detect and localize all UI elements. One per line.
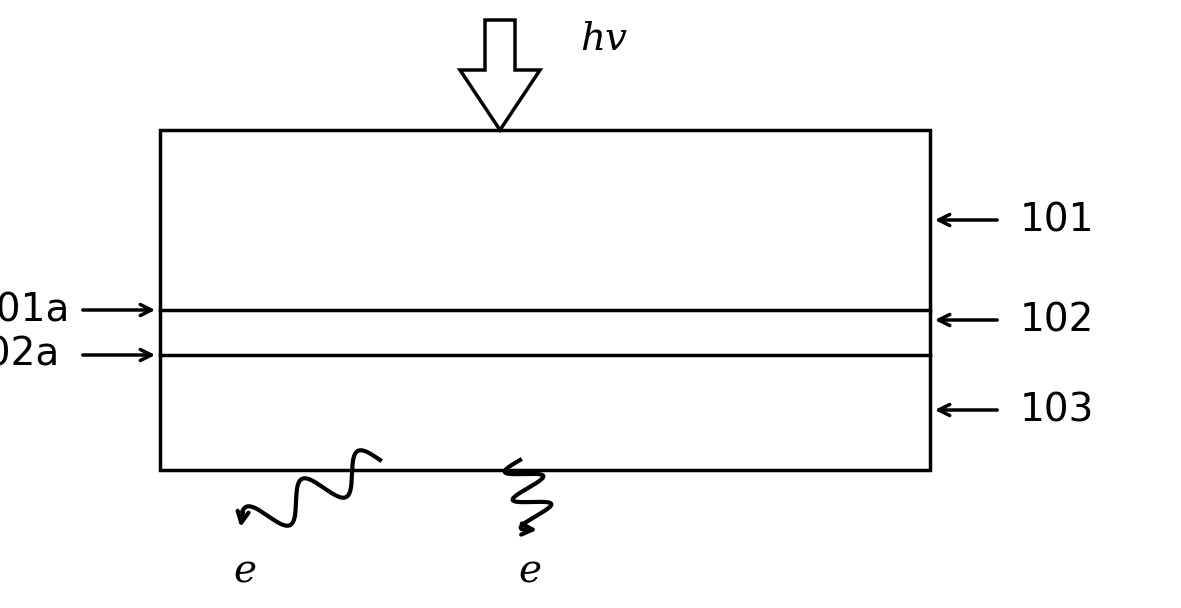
Text: 102a: 102a (0, 336, 60, 374)
Polygon shape (461, 20, 540, 130)
Text: 102: 102 (1020, 301, 1095, 339)
Text: 103: 103 (1020, 391, 1095, 429)
Text: 101a: 101a (0, 291, 70, 329)
Text: e: e (234, 553, 256, 590)
Text: e: e (518, 553, 542, 590)
Text: 101: 101 (1020, 201, 1095, 239)
Text: hv: hv (580, 21, 627, 58)
